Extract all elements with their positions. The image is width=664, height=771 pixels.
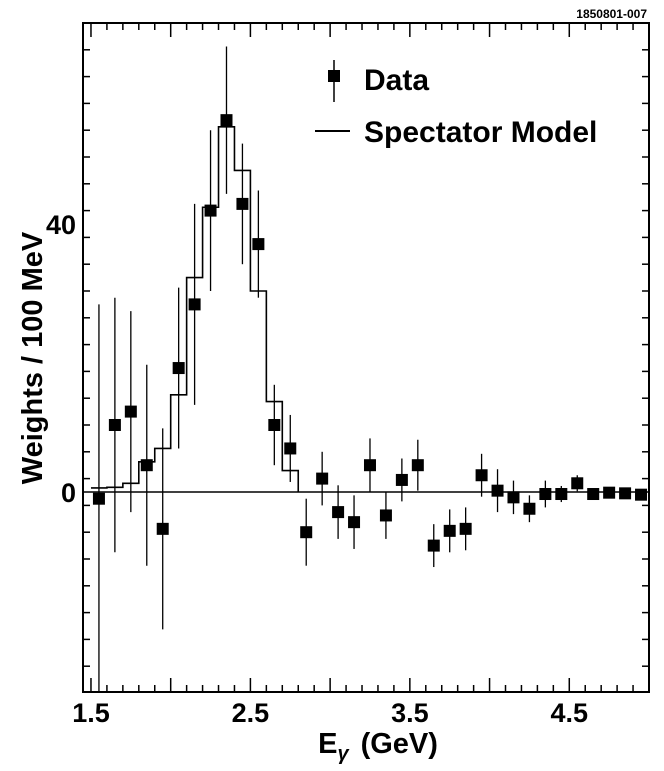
data-point [172,362,185,375]
x-tick-label: 3.5 [391,698,429,728]
data-point [587,488,600,501]
data-point [124,405,137,418]
data-point [268,419,281,431]
data-point [459,522,472,535]
data-point [539,488,552,501]
data-point [140,459,153,472]
data-point [156,522,169,535]
x-tick-label: 1.5 [72,698,110,728]
axis-ticks [83,22,649,692]
data-point [507,491,520,504]
legend-data-marker [328,70,340,82]
data-point [635,488,648,501]
data-point [108,419,121,431]
x-axis-title-unit: (GeV) [361,728,438,760]
y-tick-label: 0 [61,478,76,508]
data-point [603,486,616,499]
data-point [395,473,408,486]
data-point [188,298,201,311]
tick-labels: 1.5 2.5 3.5 4.5 0 40 [46,210,588,728]
data-point [220,114,233,127]
data-point [411,459,424,472]
y-tick-label: 40 [46,210,76,240]
x-axis-title-main: E [318,728,337,760]
data-point [571,477,584,490]
data-point [284,442,297,455]
data-point [252,238,265,251]
data-point [555,488,568,501]
data-point [523,502,536,515]
data-point [427,539,440,552]
x-tick-label: 4.5 [551,698,589,728]
data-point [316,472,329,485]
legend-model-label: Spectator Model [364,116,597,149]
plot-frame [82,22,650,693]
data-point [443,524,456,537]
data-point [92,492,105,505]
data-point [332,506,345,519]
data-point [363,459,376,472]
data-point [619,487,632,500]
data-points-group [92,114,648,552]
model-histogram [90,126,300,492]
legend-data-label: Data [364,64,429,97]
data-point [348,516,361,529]
data-point [379,509,392,522]
model-histogram-group [90,126,300,492]
figure-id: 1850801-007 [576,7,647,21]
data-point [475,469,488,482]
x-axis-title-sub: γ [337,743,350,765]
x-tick-label: 2.5 [232,698,270,728]
x-axis-title: Eγ (GeV) [318,728,438,765]
data-point [491,484,504,497]
data-point [300,526,313,539]
data-point [204,204,217,217]
legend: Data Spectator Model [315,60,597,149]
data-point [236,197,249,210]
y-axis-title: Weights / 100 MeV [17,231,49,484]
